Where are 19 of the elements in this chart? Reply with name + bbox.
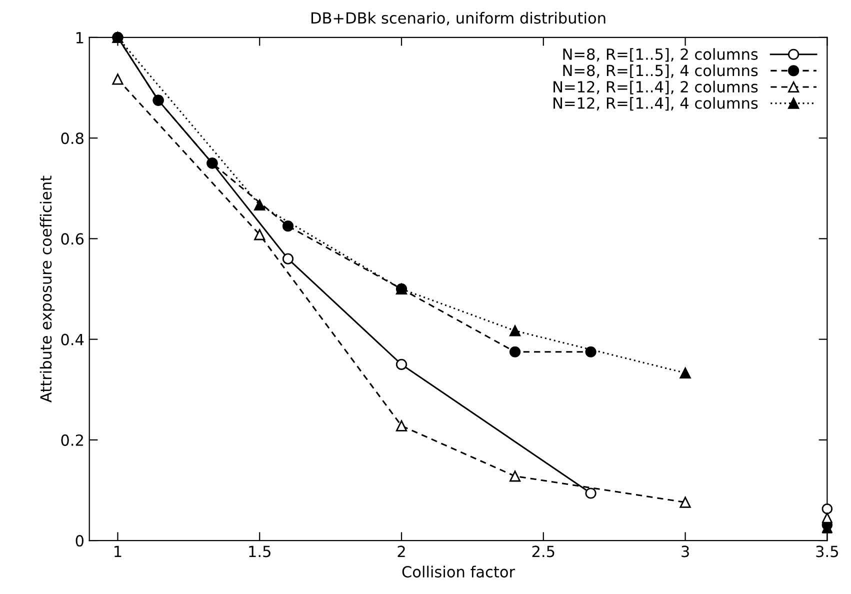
- x-axis-title: Collision factor: [402, 566, 516, 578]
- y-tick-label: 0.2: [61, 434, 83, 446]
- x-tick-label: 1.5: [249, 546, 270, 558]
- y-tick-label: 0: [76, 535, 84, 547]
- legend-label: N=8, R=[1..5], 2 columns: [563, 48, 758, 62]
- legend-label: N=12, R=[1..4], 4 columns: [554, 97, 758, 111]
- x-tick-label: 2: [398, 546, 405, 558]
- x-tick-label: 1: [114, 546, 122, 558]
- y-tick-label: 0.6: [61, 233, 84, 245]
- y-tick-label: 0.8: [61, 132, 84, 144]
- legend-label: N=12, R=[1..4], 2 columns: [554, 80, 758, 94]
- chart-title: DB+DBk scenario, uniform distribution: [311, 12, 606, 26]
- x-tick-label: 2.5: [532, 546, 554, 558]
- legend-label: N=8, R=[1..5], 4 columns: [563, 64, 758, 78]
- y-tick-label: 1: [76, 32, 84, 44]
- x-tick-label: 3.5: [816, 546, 838, 558]
- y-tick-label: 0.4: [61, 334, 84, 346]
- x-tick-label: 3: [682, 546, 689, 558]
- y-axis-title: Attribute exposure coefficient: [40, 176, 55, 402]
